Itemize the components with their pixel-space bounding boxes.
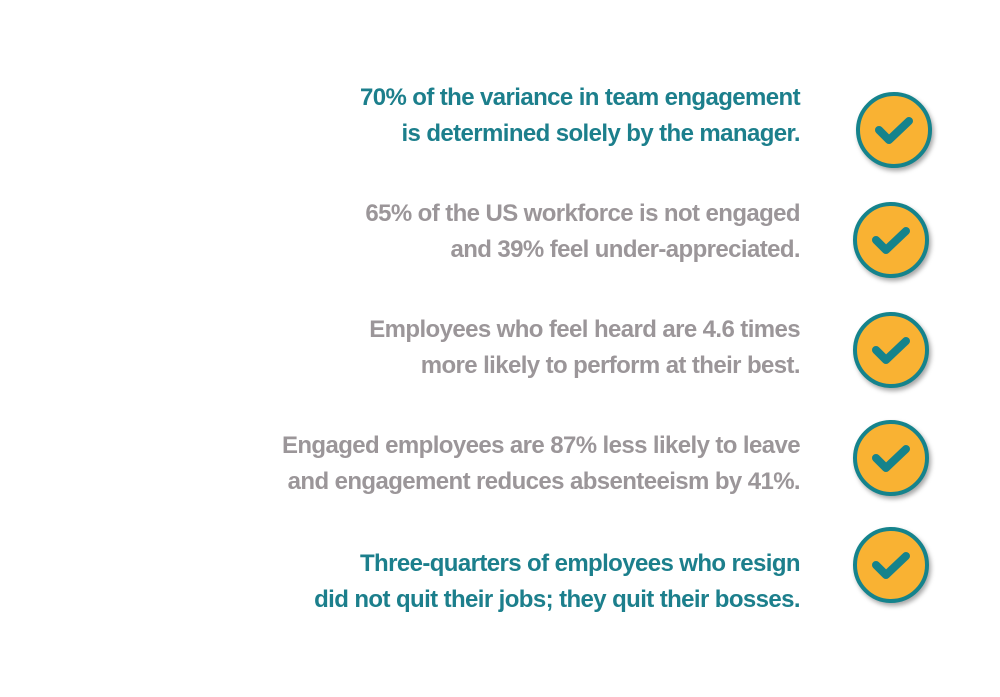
- stat-line: more likely to perform at their best.: [420, 352, 801, 379]
- stat-line: and 39% feel under-appreciated.: [450, 236, 800, 263]
- check-circle-icon: [853, 527, 929, 603]
- stat-2: 65% of the US workforce is not engaged a…: [365, 196, 800, 268]
- stat-line: Engaged employees are 87% less likely to…: [281, 432, 801, 459]
- stat-4: Engaged employees are 87% less likely to…: [281, 428, 801, 500]
- stat-line: 65% of the US workforce is not engaged: [365, 200, 800, 227]
- stat-5: Three-quarters of employees who resign d…: [314, 546, 800, 618]
- check-circle-icon: [853, 202, 929, 278]
- check-circle-icon: [856, 92, 932, 168]
- stat-line: 70% of the variance in team engagement: [359, 84, 801, 111]
- stat-1: 70% of the variance in team engagement i…: [359, 80, 801, 152]
- check-circle-icon: [853, 420, 929, 496]
- stat-line: and engagement reduces absenteeism by 41…: [287, 468, 801, 495]
- stat-line: is determined solely by the manager.: [401, 120, 800, 147]
- check-circle-icon: [853, 312, 929, 388]
- stat-line: Three-quarters of employees who resign: [360, 550, 801, 577]
- stat-3: Employees who feel heard are 4.6 times m…: [369, 312, 800, 384]
- stat-line: Employees who feel heard are 4.6 times: [369, 316, 800, 343]
- stat-line: did not quit their jobs; they quit their…: [314, 586, 800, 613]
